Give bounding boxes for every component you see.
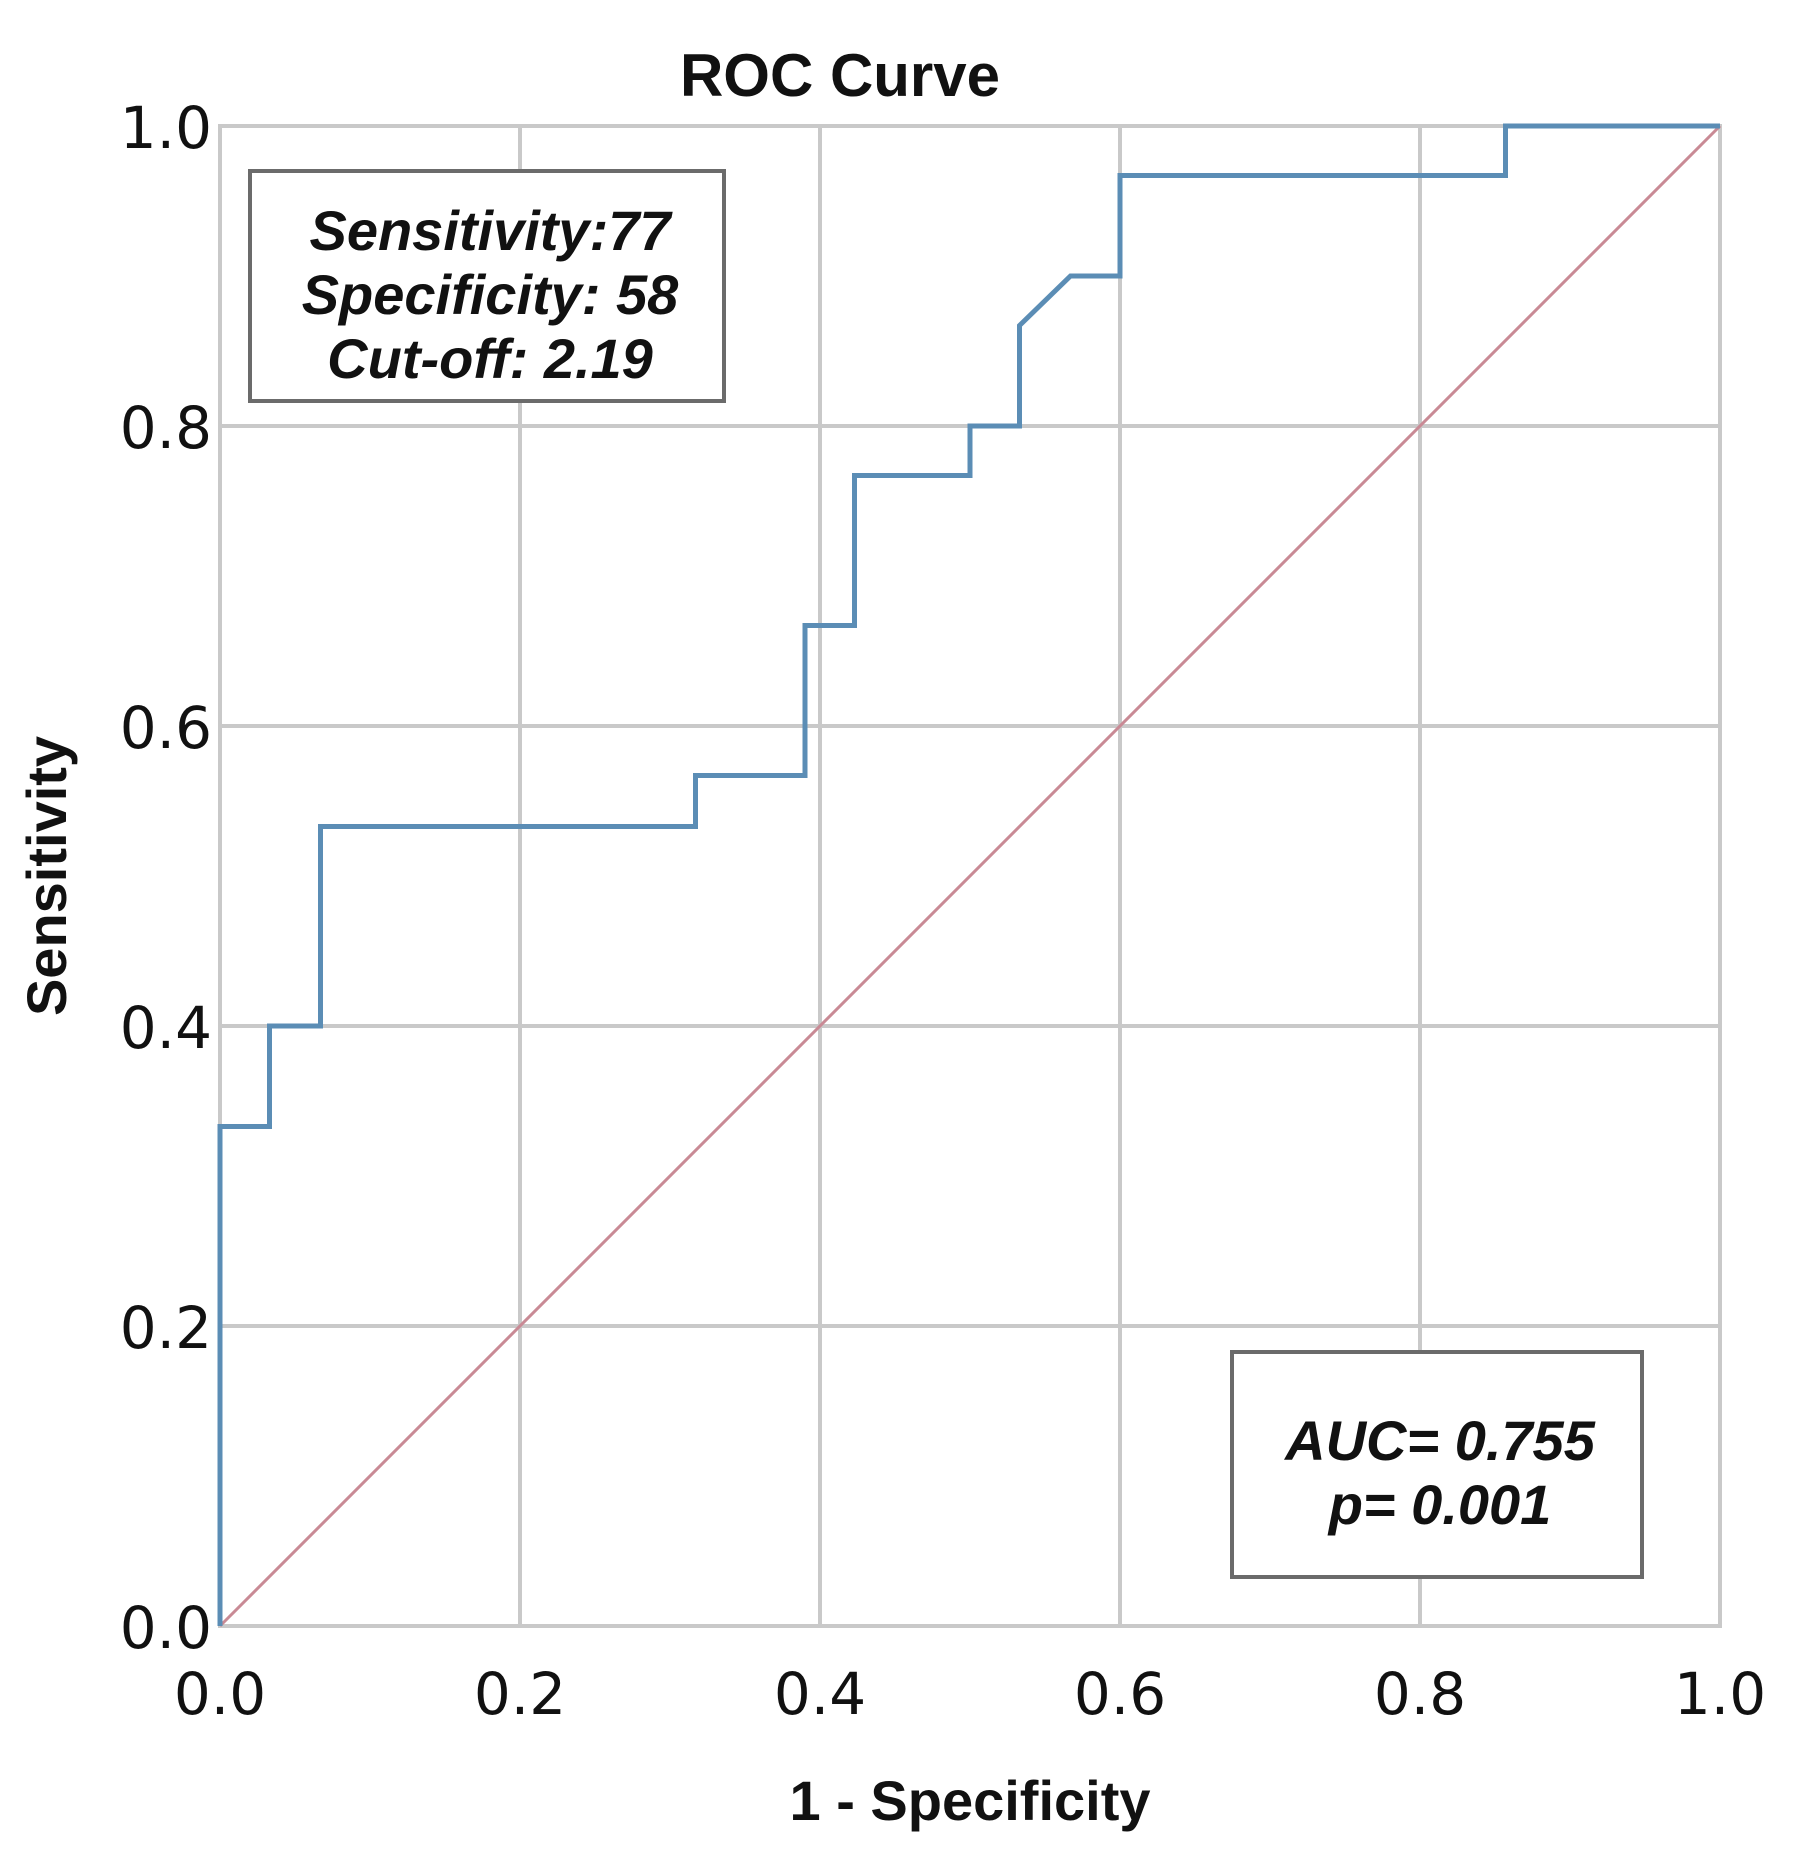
- sensitivity-annotation: Sensitivity:77: [309, 199, 673, 262]
- stats-box-top-left: Sensitivity:77 Specificity: 58 Cut-off: …: [248, 169, 726, 403]
- stats-box-bottom-right: AUC= 0.755 p= 0.001: [1230, 1350, 1644, 1579]
- x-tick-label: 0.6: [1074, 1660, 1166, 1728]
- x-tick-label: 0.0: [174, 1660, 266, 1728]
- x-tick-label: 1.0: [1674, 1660, 1766, 1728]
- x-tick-label: 0.4: [774, 1660, 866, 1728]
- y-tick-labels: 0.0 0.2 0.4 0.6 0.8 1.0: [120, 94, 212, 1662]
- x-tick-label: 0.2: [474, 1660, 566, 1728]
- x-tick-labels: 0.0 0.2 0.4 0.6 0.8 1.0: [174, 1660, 1766, 1728]
- roc-curve-line: [217, 123, 1720, 1626]
- cutoff-annotation: Cut-off: 2.19: [327, 327, 653, 390]
- stats-box-bottom-right-frame: [1230, 1350, 1644, 1579]
- auc-annotation: AUC= 0.755: [1283, 1409, 1596, 1472]
- reference-diagonal-line: [218, 124, 1722, 1628]
- specificity-annotation: Specificity: 58: [302, 263, 679, 326]
- y-tick-label: 0.2: [120, 1294, 212, 1362]
- series-group: [217, 123, 1722, 1628]
- x-axis-title: 1 - Specificity: [789, 1769, 1150, 1832]
- y-tick-label: 0.8: [120, 394, 212, 462]
- plot-frame: [218, 124, 1722, 1628]
- chart-title: ROC Curve: [680, 42, 1000, 109]
- y-tick-label: 1.0: [120, 94, 212, 162]
- x-tick-label: 0.8: [1374, 1660, 1466, 1728]
- y-axis-title: Sensitivity: [15, 736, 78, 1016]
- y-tick-label: 0.6: [120, 694, 212, 762]
- p-value-annotation: p= 0.001: [1327, 1473, 1552, 1536]
- y-tick-label: 0.0: [120, 1594, 212, 1662]
- y-tick-label: 0.4: [120, 994, 212, 1062]
- stats-box-top-left-frame: [248, 169, 726, 403]
